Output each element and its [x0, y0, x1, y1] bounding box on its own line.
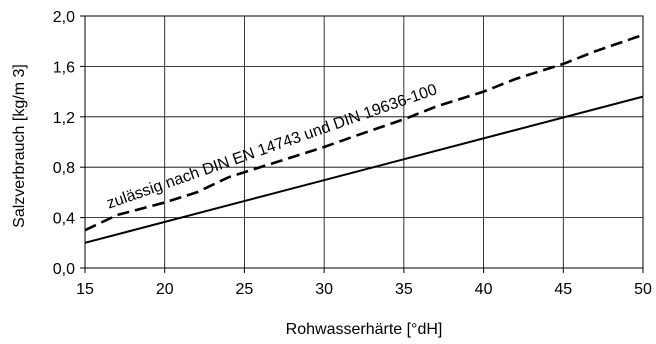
y-axis-label: Salzverbrauch [kg/m 3]	[11, 64, 28, 228]
y-tick-label: 0,8	[53, 160, 75, 177]
y-tick-label: 1,6	[53, 59, 75, 76]
x-tick-label: 35	[395, 281, 413, 298]
x-axis-label: Rohwasserhärte [°dH]	[286, 321, 443, 338]
y-tick-label: 2,0	[53, 9, 75, 26]
grid	[84, 15, 644, 269]
solid-series-line	[84, 95, 644, 244]
x-tick-label: 20	[156, 281, 174, 298]
y-tick-label: 0,0	[53, 261, 75, 278]
plot-frame	[84, 15, 644, 269]
plot-area-border	[84, 15, 644, 269]
y-tick-label: 1,2	[53, 110, 75, 127]
dashed-series-line	[84, 33, 644, 232]
x-tick-label: 50	[634, 281, 652, 298]
y-ticks: 0,0 0,4 0,8 1,2 1,6 2,0	[53, 9, 85, 278]
series-group	[84, 33, 644, 244]
x-ticks: 15 20 25 30 35 40 45 50	[76, 268, 652, 298]
x-tick-label: 30	[315, 281, 333, 298]
x-tick-label: 25	[236, 281, 254, 298]
x-tick-label: 40	[475, 281, 493, 298]
x-tick-label: 45	[554, 281, 572, 298]
x-tick-label: 15	[76, 281, 94, 298]
y-tick-label: 0,4	[53, 211, 75, 228]
